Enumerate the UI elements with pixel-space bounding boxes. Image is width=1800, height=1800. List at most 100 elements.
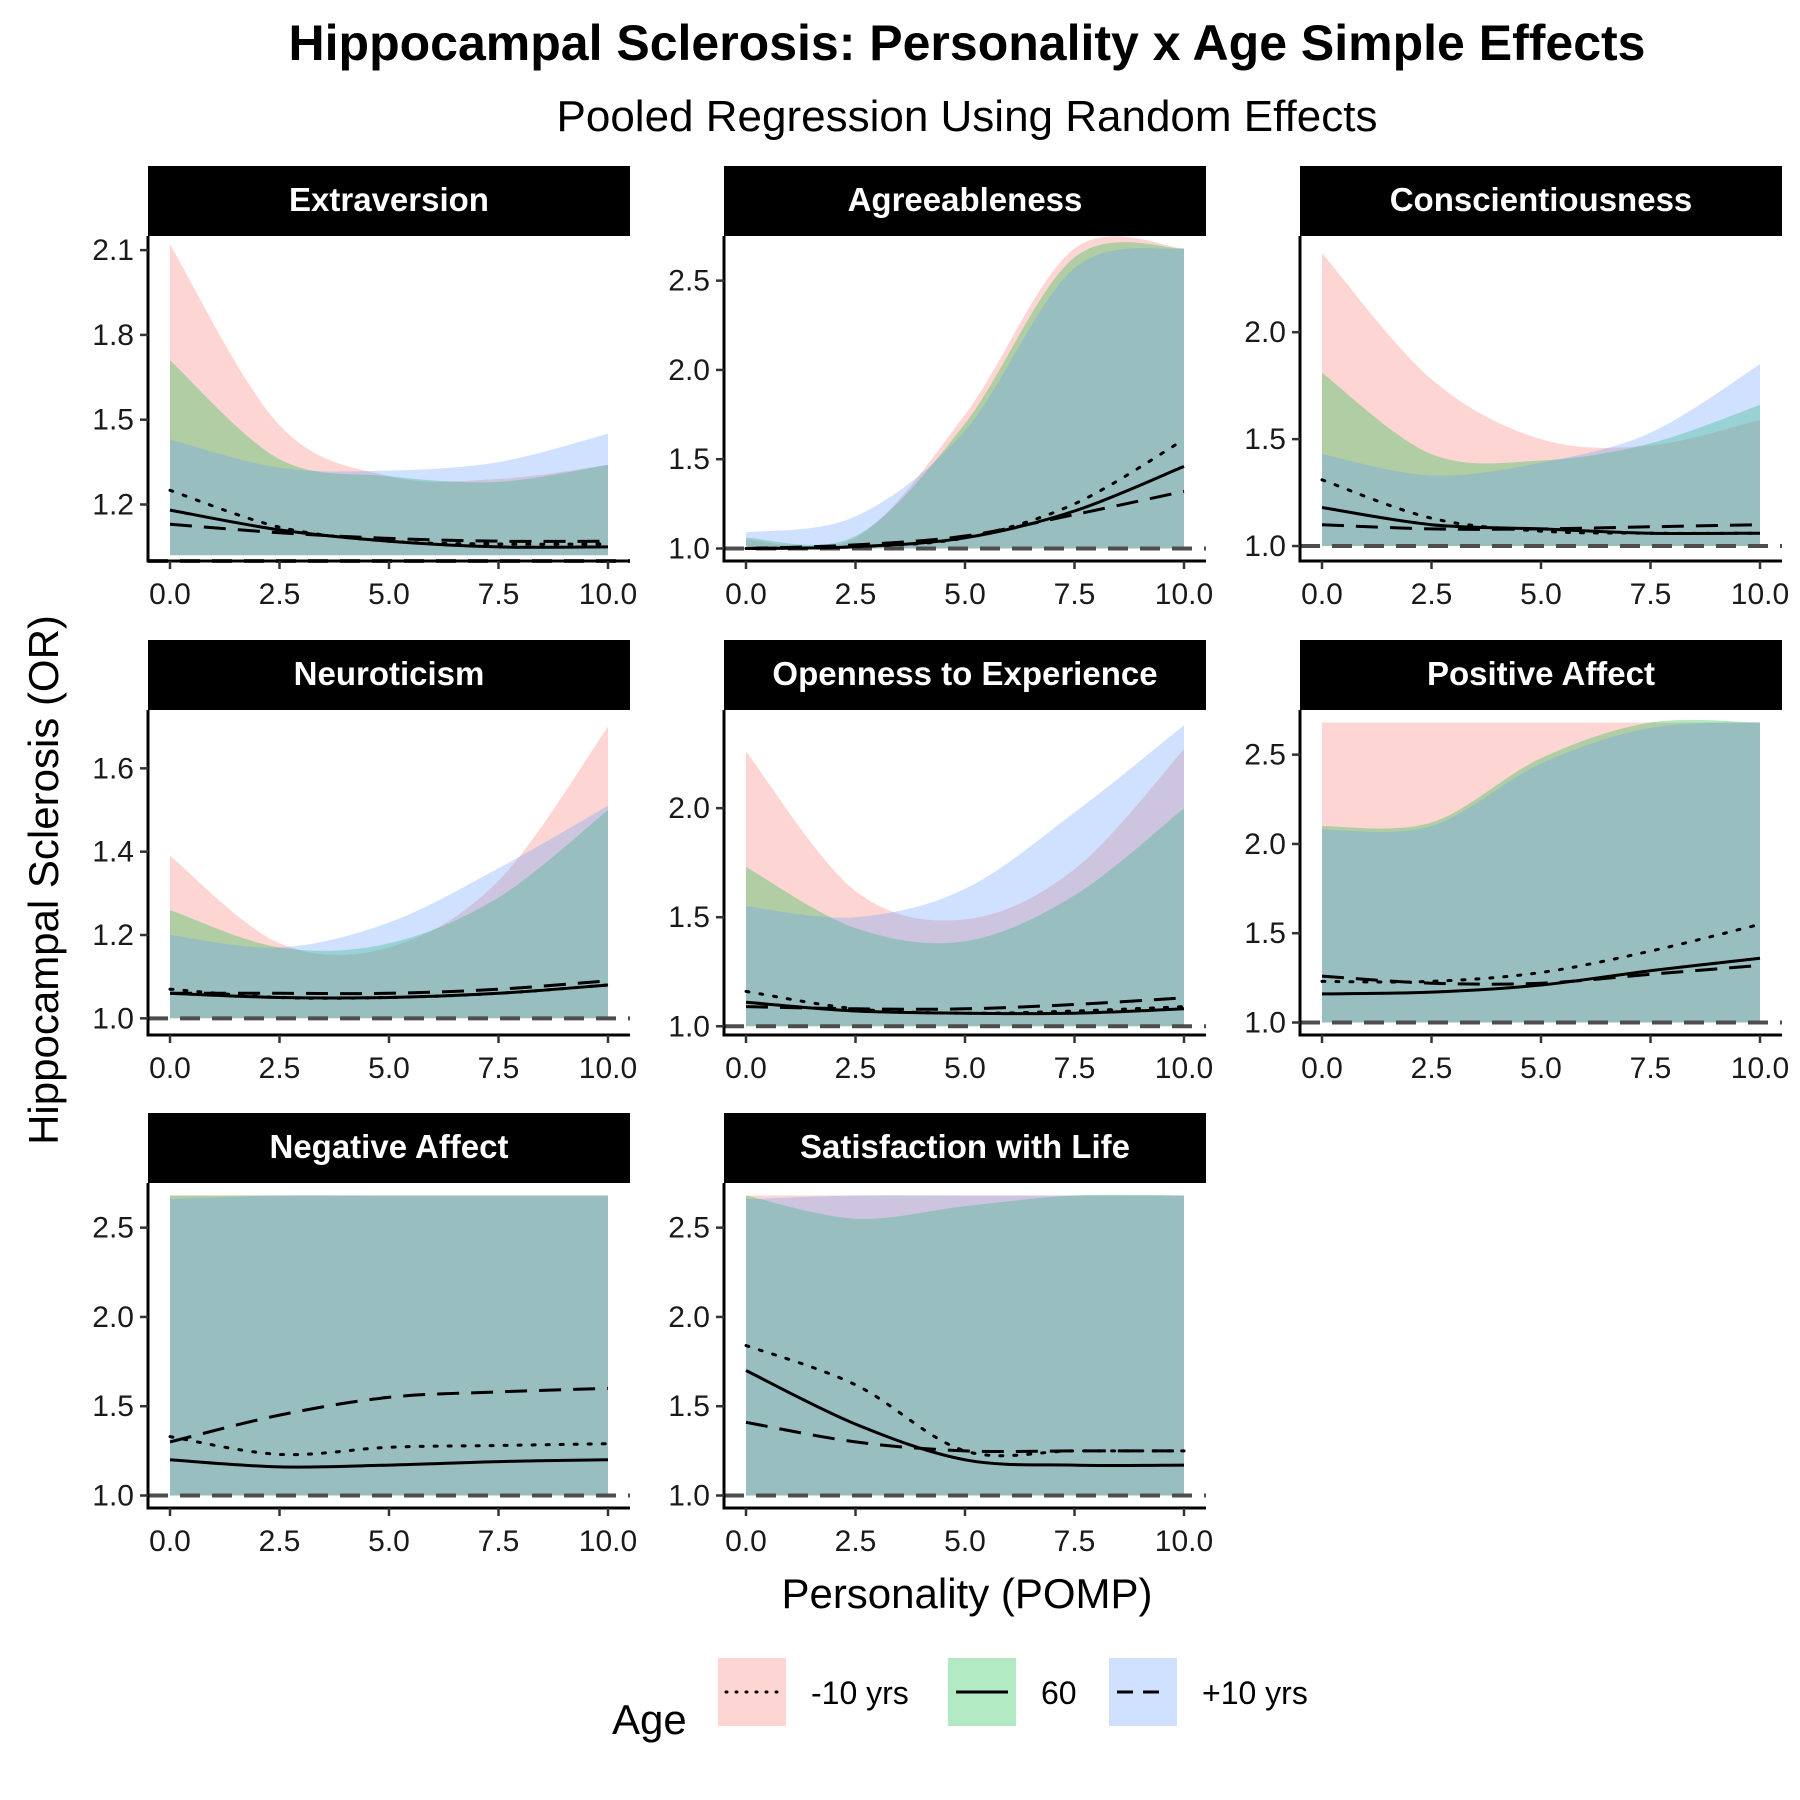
facet-panels: Extraversion 1.2 1.5 1.8 2.1 0.0 2.5 5.0 7.5 10.0… — [92, 166, 1789, 1558]
x-tick-label: 5.0 — [1520, 1052, 1562, 1085]
facet-panel: Agreeableness 1.0 1.5 2.0 2.5 0.0 2.5 5.0 7.5 10.… — [668, 166, 1213, 611]
estimate-line — [745, 996, 1185, 1011]
y-tick-label: 1.5 — [92, 404, 134, 437]
ci-ribbon — [746, 236, 1184, 549]
facet-strip-label: Negative Affect — [269, 1128, 508, 1165]
legend-label: 60 — [1041, 1675, 1077, 1711]
ci-ribbon — [746, 808, 1184, 1027]
ci-ribbon — [170, 1195, 608, 1496]
facet-strip — [148, 166, 630, 236]
y-tick-label: 1.5 — [1244, 917, 1286, 950]
x-tick-label: 0.0 — [149, 1525, 191, 1558]
legend-label: -10 yrs — [811, 1675, 909, 1711]
x-tick-label: 7.5 — [478, 578, 520, 611]
ci-ribbon — [1322, 253, 1760, 546]
estimate-line — [169, 983, 609, 1000]
x-axis-title: Personality (POMP) — [781, 1570, 1152, 1617]
y-tick-label: 1.0 — [92, 1480, 134, 1513]
x-tick-label: 2.5 — [835, 1052, 877, 1085]
ci-ribbon — [170, 433, 608, 556]
facet-strip-label: Conscientiousness — [1390, 181, 1693, 218]
x-tick-label: 10.0 — [1155, 1052, 1213, 1085]
y-tick-label: 2.0 — [668, 354, 710, 387]
x-tick-label: 10.0 — [1731, 578, 1789, 611]
y-tick-label: 1.5 — [1244, 423, 1286, 456]
x-tick-label: 5.0 — [368, 1052, 410, 1085]
x-tick-label: 0.0 — [149, 578, 191, 611]
x-tick-label: 2.5 — [835, 578, 877, 611]
estimate-line — [745, 489, 1185, 550]
x-tick-label: 7.5 — [1054, 578, 1096, 611]
y-tick-label: 2.0 — [668, 792, 710, 825]
facet-panel: Neuroticism 1.0 1.2 1.4 1.6 0.0 2.5 5.0 7.5 10.0 — [92, 640, 637, 1085]
x-tick-label: 5.0 — [368, 1525, 410, 1558]
x-tick-label: 2.5 — [835, 1525, 877, 1558]
facet-strip — [148, 1113, 630, 1183]
x-tick-label: 0.0 — [725, 578, 767, 611]
y-tick-label: 2.5 — [1244, 739, 1286, 772]
estimate-line — [1321, 523, 1761, 531]
y-tick-label: 2.0 — [92, 1301, 134, 1334]
ci-ribbon — [1322, 372, 1760, 546]
ci-ribbon — [746, 248, 1184, 549]
y-tick-label: 1.5 — [668, 443, 710, 476]
ci-ribbon — [746, 1195, 1184, 1496]
x-tick-label: 10.0 — [579, 578, 637, 611]
ci-ribbon — [170, 244, 608, 556]
estimate-line — [169, 1386, 609, 1444]
x-tick-label: 2.5 — [1411, 578, 1453, 611]
chart-subtitle: Pooled Regression Using Random Effects — [557, 92, 1378, 141]
x-tick-label: 2.5 — [259, 578, 301, 611]
x-tick-label: 10.0 — [1731, 1052, 1789, 1085]
x-tick-label: 0.0 — [725, 1052, 767, 1085]
x-tick-label: 7.5 — [1054, 1525, 1096, 1558]
ci-ribbon — [746, 749, 1184, 1027]
x-tick-label: 7.5 — [1054, 1052, 1096, 1085]
estimate-line — [744, 989, 1186, 1015]
facet-panel: Conscientiousness 1.0 1.5 2.0 0.0 2.5 5.0 7.5 10… — [1244, 166, 1789, 611]
y-tick-label: 1.5 — [668, 1390, 710, 1423]
y-tick-label: 1.2 — [92, 919, 134, 952]
x-tick-label: 7.5 — [1630, 578, 1672, 611]
y-tick-label: 2.0 — [668, 1301, 710, 1334]
x-tick-label: 10.0 — [579, 1525, 637, 1558]
facet-panel: Positive Affect 1.0 1.5 2.0 2.5 0.0 2.5 5.0 7.5 1… — [1244, 640, 1789, 1085]
ci-ribbon — [1322, 722, 1760, 1023]
y-tick-label: 1.2 — [92, 488, 134, 521]
x-tick-label: 0.0 — [149, 1052, 191, 1085]
ci-ribbon — [170, 1195, 608, 1496]
x-tick-label: 7.5 — [1630, 1052, 1672, 1085]
legend-label: +10 yrs — [1202, 1675, 1308, 1711]
y-axis-title: Hippocampal Sclerosis (OR) — [20, 615, 67, 1145]
x-tick-label: 5.0 — [944, 1052, 986, 1085]
x-tick-label: 7.5 — [478, 1052, 520, 1085]
y-tick-label: 1.0 — [1244, 530, 1286, 563]
y-tick-label: 1.0 — [92, 1002, 134, 1035]
facet-strip-label: Neuroticism — [294, 655, 485, 692]
estimate-line — [1321, 963, 1761, 986]
y-tick-label: 2.1 — [92, 234, 134, 267]
estimate-line — [169, 1458, 609, 1469]
facet-strip — [1300, 166, 1782, 236]
y-tick-label: 1.0 — [668, 1010, 710, 1043]
estimate-line — [1320, 478, 1762, 535]
facet-strip-label: Agreeableness — [848, 181, 1083, 218]
y-tick-label: 1.0 — [668, 533, 710, 566]
ci-ribbon — [1322, 364, 1760, 546]
ci-ribbon — [746, 725, 1184, 1027]
estimate-line — [1321, 956, 1761, 996]
y-tick-label: 2.5 — [668, 1212, 710, 1245]
facet-strip-label: Openness to Experience — [772, 655, 1157, 692]
legend: Age -10 yrs 60 +10 yrs — [612, 1658, 1308, 1743]
facet-strip — [724, 166, 1206, 236]
estimate-line — [169, 979, 609, 996]
ci-ribbon — [1322, 722, 1760, 1023]
chart-title: Hippocampal Sclerosis: Personality x Age… — [289, 15, 1646, 71]
x-tick-label: 10.0 — [579, 1052, 637, 1085]
x-tick-label: 10.0 — [1155, 578, 1213, 611]
facet-strip — [724, 640, 1206, 710]
x-tick-label: 2.5 — [259, 1052, 301, 1085]
x-tick-label: 2.5 — [259, 1525, 301, 1558]
facet-panel: Satisfaction with Life 1.0 1.5 2.0 2.5 0.0 2.5… — [668, 1113, 1213, 1558]
ci-ribbon — [1322, 719, 1760, 1023]
